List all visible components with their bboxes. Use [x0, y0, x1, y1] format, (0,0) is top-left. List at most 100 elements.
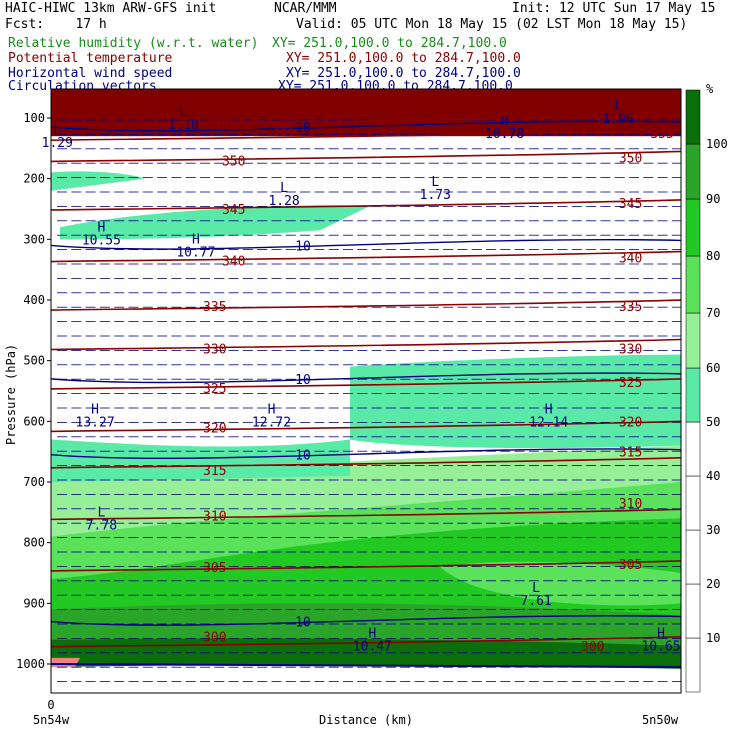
x-left-location: 5n54w: [33, 713, 70, 727]
wind-extremum-value: 1.28: [268, 194, 299, 209]
y-tick-label: 100: [23, 111, 45, 125]
y-tick-label: 200: [23, 172, 45, 186]
colorbar-segment: [685, 475, 701, 531]
field-name-rh: Relative humidity (w.r.t. water): [8, 36, 259, 51]
wind-contour-2: [51, 615, 681, 626]
wind-speed-contours: [51, 120, 681, 669]
org-label: NCAR/MMM: [274, 1, 337, 16]
colorbar-tick-label: 90: [706, 192, 720, 206]
theta-label: 330: [619, 343, 642, 358]
theta-label: 355: [650, 127, 673, 142]
theta-label: 320: [203, 421, 226, 436]
theta-contour-360: [51, 114, 681, 126]
wind-extremum-value: 10.47: [353, 640, 392, 655]
colorbar-tick-label: 60: [706, 361, 720, 375]
humidity-colorbar: 10 20 30 40 50 60 70 80 90 100: [685, 89, 728, 693]
colorbar-segment: [685, 312, 701, 369]
wind-extremum-value: 1.06: [602, 112, 633, 127]
wind-extremum-value: 10.77: [176, 245, 215, 260]
wind-extremum-type: L: [179, 105, 187, 120]
rh-pink-patch: [51, 657, 80, 668]
rh-band-50-top: [51, 171, 145, 191]
colorbar-tick-label: 20: [706, 577, 720, 591]
field-xy-wind: XY= 251.0,100.0 to 284.7,100.0: [286, 66, 521, 81]
theta-label: 335: [203, 300, 226, 315]
humidity-shading: [51, 89, 681, 693]
theta-contour-325: [51, 378, 681, 390]
wind-extremum-type: L: [431, 175, 439, 190]
wind-extremum-value: 12.14: [529, 415, 568, 430]
surface-line: [51, 663, 681, 669]
theta-contour-315: [51, 457, 681, 469]
field-xy-vectors: XY= 251.0,100.0 to 284.7,100.0: [278, 79, 513, 90]
x-axis-label: Distance (km): [319, 713, 413, 727]
theta-label: 350: [619, 151, 642, 166]
theta-label: 315: [619, 446, 642, 461]
theta-contour-340: [51, 250, 681, 263]
colorbar-segment: [685, 637, 701, 693]
colorbar-segment: [685, 198, 701, 257]
wind-contour-label: 10: [295, 449, 311, 464]
colorbar-segment: [685, 583, 701, 639]
theta-label: 300: [581, 640, 604, 655]
rh-below-ground: [51, 665, 681, 693]
rh-band-50-upper: [60, 205, 370, 240]
colorbar-segment: [685, 143, 701, 200]
wind-extremum-type: H: [501, 114, 509, 129]
wind-extremum-type: L: [280, 181, 288, 196]
theta-contours: [51, 114, 681, 648]
theta-contour-345: [51, 199, 681, 211]
field-xy-theta: XY= 251.0,100.0 to 284.7,100.0: [286, 51, 521, 66]
theta-label: 305: [619, 558, 642, 573]
wind-extremum-value: 1.73: [420, 188, 451, 203]
colorbar-segment: [685, 255, 701, 314]
wind-extremum-type: H: [368, 627, 376, 642]
rh-band-50-left: [51, 439, 350, 482]
wind-extremum-value: 13.27: [76, 415, 115, 430]
theta-label: 310: [203, 509, 226, 524]
field-xy-rh: XY= 251.0,100.0 to 284.7,100.0: [272, 36, 507, 51]
wind-contour-label: 10: [295, 121, 311, 136]
field-name-vectors: Circulation vectors: [8, 79, 157, 90]
rh-band-50-mid: [350, 354, 681, 449]
wind-extremum-value: 1.29: [42, 136, 73, 151]
wind-extremum-type: H: [192, 232, 200, 247]
field-name-wind: Horizontal wind speed: [8, 66, 173, 81]
circulation-vectors: [57, 119, 681, 682]
colorbar-tick-label: 30: [706, 523, 720, 537]
y-tick-label: 500: [23, 354, 45, 368]
theta-label: 350: [222, 154, 245, 169]
theta-label: 340: [222, 255, 245, 270]
theta-label: 300: [203, 631, 226, 646]
colorbar-tick-label: 10: [706, 631, 720, 645]
contour-labels: 300 300 305 305 310 310 315 315 320 320 325 325 330 3…: [42, 99, 681, 655]
colorbar-tick-label: 100: [706, 137, 728, 151]
wind-extremum-value: 7.78: [86, 518, 117, 533]
theta-contour-320: [51, 420, 681, 433]
wind-extremum-type: H: [545, 402, 553, 417]
wind-extremum-type: H: [91, 402, 99, 417]
wind-extremum-value: 7.61: [520, 594, 551, 609]
theta-contour-330: [51, 338, 681, 351]
theta-contour-335: [51, 299, 681, 311]
colorbar-unit: %: [706, 82, 714, 96]
wind-extremum-value: 12.72: [252, 415, 291, 430]
wind-extremum-type: L: [532, 581, 540, 596]
stratosphere-band: [51, 89, 681, 137]
wind-contour-label: 10: [295, 616, 311, 631]
forecast-hour: Fcst: 17 h: [5, 17, 107, 32]
theta-label: 310: [619, 497, 642, 512]
y-tick-label: 700: [23, 475, 45, 489]
wind-contour-label: 10: [295, 239, 311, 254]
theta-label: 340: [619, 252, 642, 267]
y-tick-label: 600: [23, 414, 45, 428]
theta-label: 325: [203, 382, 226, 397]
wind-contour-1: [51, 448, 681, 460]
theta-label: 355: [272, 124, 295, 139]
theta-label: 360: [594, 118, 617, 133]
wind-extremum-value: 10.55: [82, 233, 121, 248]
theta-contour-355: [51, 129, 681, 141]
theta-contour-300: [51, 635, 681, 648]
wind-extremum-value: 10.65: [641, 640, 680, 655]
theta-label: 345: [222, 203, 245, 218]
